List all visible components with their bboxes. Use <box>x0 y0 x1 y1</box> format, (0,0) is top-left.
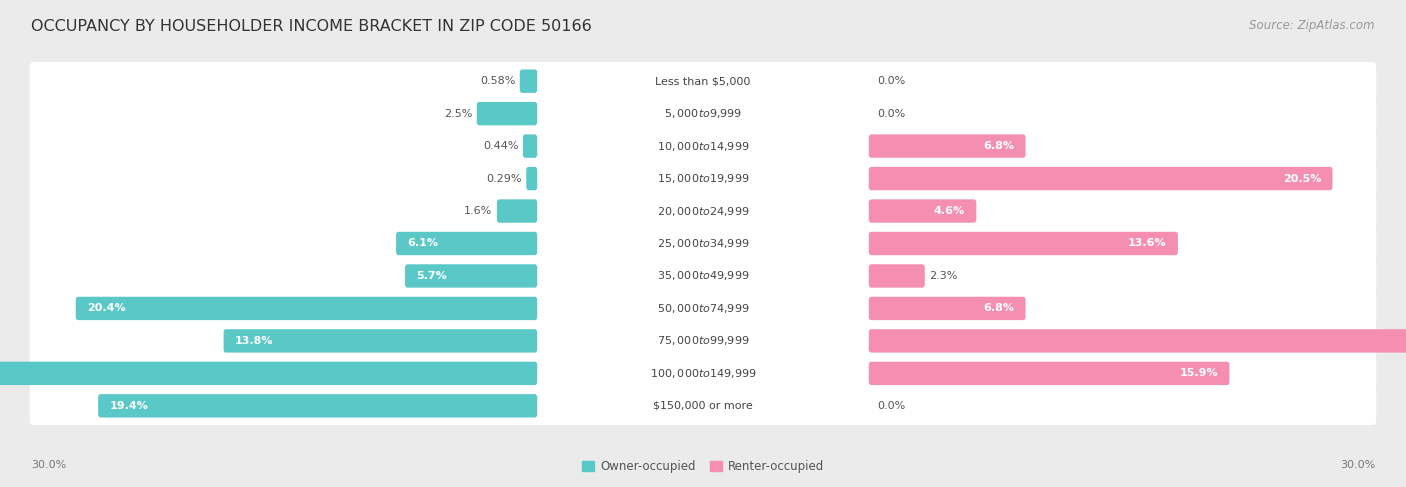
FancyBboxPatch shape <box>30 225 1376 262</box>
Text: $25,000 to $34,999: $25,000 to $34,999 <box>657 237 749 250</box>
FancyBboxPatch shape <box>30 192 1376 230</box>
Text: $100,000 to $149,999: $100,000 to $149,999 <box>650 367 756 380</box>
Text: 5.7%: 5.7% <box>416 271 447 281</box>
Text: 2.3%: 2.3% <box>929 271 957 281</box>
Text: 2.5%: 2.5% <box>444 109 472 119</box>
Text: $5,000 to $9,999: $5,000 to $9,999 <box>664 107 742 120</box>
Text: $35,000 to $49,999: $35,000 to $49,999 <box>657 269 749 282</box>
FancyBboxPatch shape <box>520 70 537 93</box>
FancyBboxPatch shape <box>30 354 1376 393</box>
Text: Less than $5,000: Less than $5,000 <box>655 76 751 86</box>
Text: 13.8%: 13.8% <box>235 336 273 346</box>
FancyBboxPatch shape <box>30 322 1376 360</box>
FancyBboxPatch shape <box>30 94 1376 133</box>
FancyBboxPatch shape <box>30 62 1376 100</box>
Text: 13.6%: 13.6% <box>1128 239 1167 248</box>
FancyBboxPatch shape <box>869 167 1333 190</box>
Text: $75,000 to $99,999: $75,000 to $99,999 <box>657 335 749 347</box>
Text: 15.9%: 15.9% <box>1180 368 1218 378</box>
FancyBboxPatch shape <box>869 264 925 288</box>
Text: 30.0%: 30.0% <box>1340 460 1375 470</box>
FancyBboxPatch shape <box>869 297 1025 320</box>
FancyBboxPatch shape <box>76 297 537 320</box>
FancyBboxPatch shape <box>869 362 1229 385</box>
FancyBboxPatch shape <box>30 159 1376 198</box>
FancyBboxPatch shape <box>224 329 537 353</box>
Text: 0.44%: 0.44% <box>482 141 519 151</box>
Text: 0.58%: 0.58% <box>479 76 515 86</box>
Text: 19.4%: 19.4% <box>110 401 148 411</box>
FancyBboxPatch shape <box>869 329 1406 353</box>
FancyBboxPatch shape <box>869 134 1025 158</box>
Text: $150,000 or more: $150,000 or more <box>654 401 752 411</box>
Text: 0.0%: 0.0% <box>877 401 905 411</box>
FancyBboxPatch shape <box>0 362 537 385</box>
Text: $15,000 to $19,999: $15,000 to $19,999 <box>657 172 749 185</box>
Text: 20.5%: 20.5% <box>1282 173 1322 184</box>
Text: OCCUPANCY BY HOUSEHOLDER INCOME BRACKET IN ZIP CODE 50166: OCCUPANCY BY HOUSEHOLDER INCOME BRACKET … <box>31 19 592 35</box>
FancyBboxPatch shape <box>30 127 1376 165</box>
Text: 0.29%: 0.29% <box>486 173 522 184</box>
FancyBboxPatch shape <box>98 394 537 417</box>
FancyBboxPatch shape <box>869 232 1178 255</box>
Text: 6.8%: 6.8% <box>983 303 1014 314</box>
Text: 4.6%: 4.6% <box>934 206 965 216</box>
FancyBboxPatch shape <box>405 264 537 288</box>
FancyBboxPatch shape <box>496 199 537 223</box>
Text: Source: ZipAtlas.com: Source: ZipAtlas.com <box>1250 19 1375 33</box>
FancyBboxPatch shape <box>30 289 1376 328</box>
Text: $10,000 to $14,999: $10,000 to $14,999 <box>657 140 749 152</box>
Text: 30.0%: 30.0% <box>31 460 66 470</box>
Text: 6.1%: 6.1% <box>408 239 439 248</box>
Text: 20.4%: 20.4% <box>87 303 125 314</box>
FancyBboxPatch shape <box>396 232 537 255</box>
Legend: Owner-occupied, Renter-occupied: Owner-occupied, Renter-occupied <box>578 456 828 478</box>
Text: 0.0%: 0.0% <box>877 76 905 86</box>
Text: 6.8%: 6.8% <box>983 141 1014 151</box>
Text: 0.0%: 0.0% <box>877 109 905 119</box>
Text: $50,000 to $74,999: $50,000 to $74,999 <box>657 302 749 315</box>
FancyBboxPatch shape <box>523 134 537 158</box>
FancyBboxPatch shape <box>30 387 1376 425</box>
FancyBboxPatch shape <box>30 257 1376 295</box>
FancyBboxPatch shape <box>526 167 537 190</box>
FancyBboxPatch shape <box>477 102 537 125</box>
Text: 1.6%: 1.6% <box>464 206 492 216</box>
FancyBboxPatch shape <box>869 199 976 223</box>
Text: $20,000 to $24,999: $20,000 to $24,999 <box>657 205 749 218</box>
